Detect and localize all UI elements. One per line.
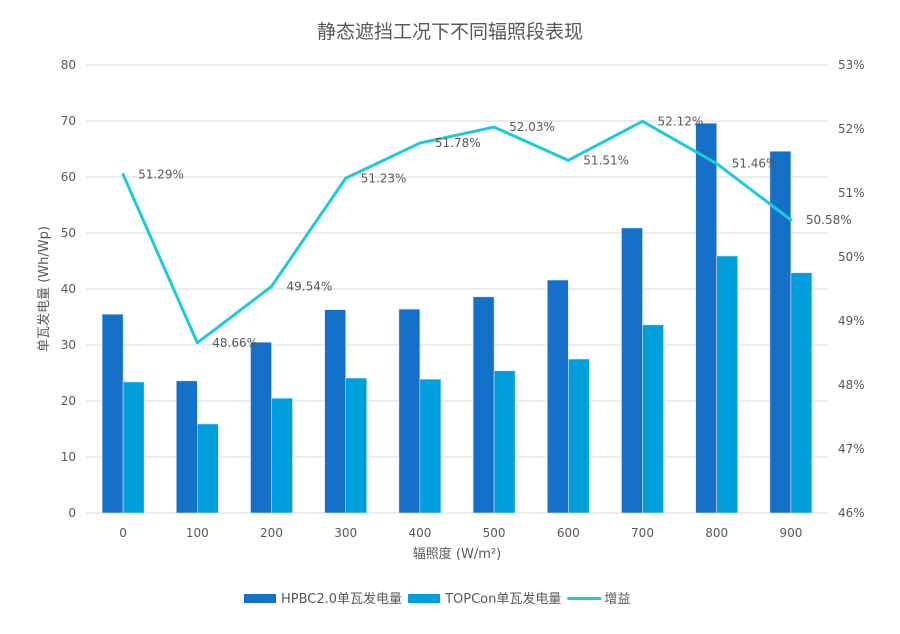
x-tick-label: 100 [186, 526, 209, 540]
y-tick-label: 60 [61, 170, 76, 184]
bar-hpbc [250, 341, 272, 514]
chart-title: 静态遮挡工况下不同辐照段表现 [317, 21, 583, 43]
bar-topcon [642, 324, 664, 514]
x-tick-label: 500 [483, 526, 506, 540]
gain-point [121, 172, 125, 176]
bar-topcon [493, 370, 516, 514]
legend: HPBC2.0单瓦发电量 TOPCon单瓦发电量 增益 [244, 591, 630, 607]
gain-point [344, 176, 348, 180]
y2-tick-label: 51% [838, 186, 865, 200]
y-tick-label: 40 [61, 282, 76, 296]
y-tick-label: 0 [68, 506, 76, 520]
y-tick-label: 30 [61, 338, 76, 352]
x-tick-label: 600 [557, 526, 580, 540]
bar-hpbc [176, 380, 198, 514]
y2-tick-label: 50% [838, 250, 865, 264]
bar-topcon [790, 272, 813, 514]
y-tick-label: 70 [61, 114, 76, 128]
gain-data-label: 50.58% [806, 213, 852, 227]
gain-data-label: 51.78% [435, 136, 481, 150]
gain-data-label: 52.12% [658, 114, 704, 128]
y2-tick-label: 46% [838, 506, 865, 520]
bar-topcon [271, 397, 293, 514]
bar-topcon [197, 423, 219, 514]
bar-hpbc [546, 279, 569, 514]
bar-topcon [419, 378, 442, 514]
bar-hpbc [398, 308, 421, 514]
bar-topcon [345, 377, 368, 514]
gain-point [492, 125, 496, 129]
gain-data-label: 49.54% [287, 279, 333, 293]
x-tick-label: 900 [779, 526, 802, 540]
gain-point [566, 158, 570, 162]
gain-data-label: 48.66% [212, 336, 258, 350]
gain-point [641, 119, 644, 123]
x-axis-label: 辐照度 (W/m²) [413, 546, 501, 562]
bar-topcon [122, 381, 145, 514]
y2-tick-label: 49% [838, 314, 865, 328]
x-tick-label: 700 [631, 526, 654, 540]
gain-data-label: 51.23% [361, 171, 407, 185]
gain-point [195, 341, 199, 345]
x-tick-label: 300 [334, 526, 357, 540]
gain-point [270, 284, 273, 288]
y-tick-label: 50 [61, 226, 76, 240]
gain-line [121, 119, 792, 345]
x-tick-label: 400 [408, 526, 431, 540]
y2-tick-label: 52% [838, 122, 865, 136]
gain-data-label: 51.46% [732, 157, 778, 171]
legend-label: HPBC2.0单瓦发电量 [281, 591, 402, 607]
bar-hpbc [324, 309, 347, 514]
y2-tick-label: 47% [838, 442, 865, 456]
gain-point [418, 141, 422, 145]
y-tick-label: 10 [61, 450, 76, 464]
gain-data-label: 51.51% [583, 153, 629, 167]
bar-hpbc [101, 313, 124, 514]
bar-hpbc [695, 122, 718, 514]
legend-swatch [408, 594, 441, 603]
y2-tick-label: 53% [838, 58, 865, 72]
y-axis-label: 单瓦发电量 (Wh/Wp) [36, 226, 52, 352]
x-tick-label: 800 [705, 526, 728, 540]
bar-topcon [716, 255, 739, 514]
y2-tick-label: 48% [838, 378, 865, 392]
gain-data-label: 52.03% [509, 120, 555, 134]
x-tick-label: 200 [260, 526, 283, 540]
legend-label: TOPCon单瓦发电量 [444, 591, 561, 607]
y-tick-label: 20 [61, 394, 76, 408]
gain-point [715, 162, 719, 166]
gain-point [789, 218, 793, 222]
bar-hpbc [621, 227, 643, 514]
y-tick-label: 80 [61, 58, 76, 72]
gain-data-label: 51.29% [138, 167, 184, 181]
bar-topcon [567, 358, 590, 514]
legend-swatch [244, 594, 276, 603]
x-tick-label: 0 [119, 526, 127, 540]
legend-label: 增益 [604, 592, 630, 607]
bar-hpbc [472, 296, 495, 514]
